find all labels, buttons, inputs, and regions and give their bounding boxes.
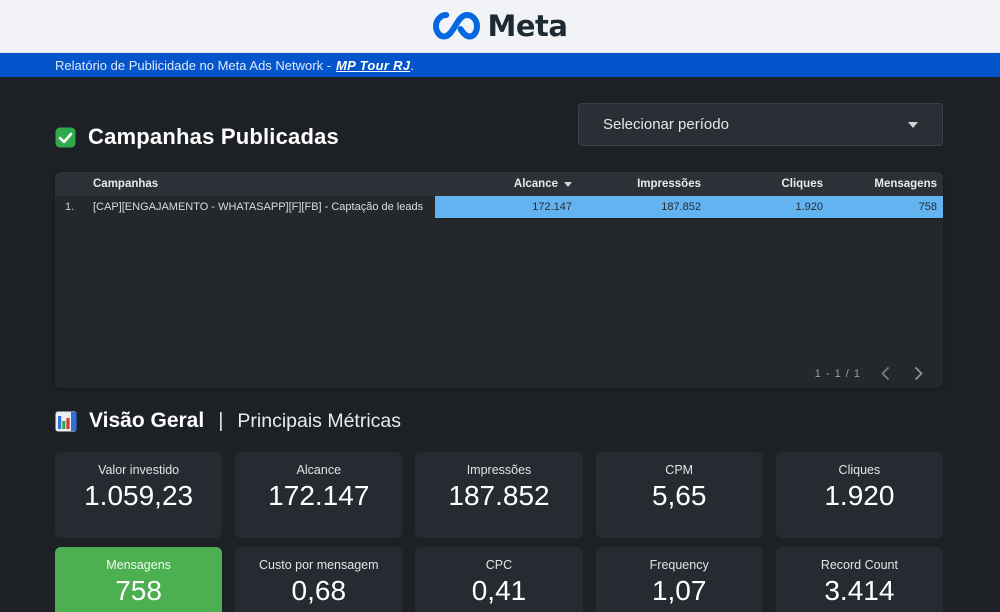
report-title-text: Relatório de Publicidade no Meta Ads Net…: [55, 57, 332, 73]
mensagens-cell: 758: [918, 201, 937, 213]
scorecard-frequency: Frequency 1,07: [595, 547, 763, 612]
period-selector-value: Selecionar período: [603, 116, 729, 133]
column-header-mensagens[interactable]: Mensagens: [829, 178, 943, 190]
scorecard-label: Mensagens: [106, 558, 171, 572]
report-brand-name[interactable]: MP Tour RJ: [336, 57, 411, 73]
campaigns-table: Campanhas Alcance Impressões Cliques Men…: [55, 172, 943, 388]
column-header-label: Alcance: [513, 178, 558, 190]
column-header-alcance[interactable]: Alcance: [435, 178, 578, 190]
column-header-cliques[interactable]: Cliques: [707, 178, 829, 190]
pagination-label: 1 - 1 / 1: [814, 367, 861, 380]
campaigns-section-title-label: Campanhas Publicadas: [88, 124, 339, 149]
scorecard-label: CPM: [665, 463, 694, 477]
scorecard-valor-investido: Valor investido 1.059,23: [55, 452, 223, 538]
caret-down-icon: [908, 121, 918, 128]
cliques-cell: 1.920: [795, 201, 823, 213]
row-highlight-band: 172.147 187.852 1.920 758: [435, 196, 943, 218]
scorecard-value: 758: [115, 575, 162, 606]
report-title-suffix: .: [410, 57, 414, 73]
scorecard-label: Record Count: [820, 558, 898, 572]
scorecard-cpc: CPC 0,41: [415, 547, 583, 612]
column-header-label: Cliques: [781, 178, 823, 190]
scorecard-label: CPC: [485, 558, 513, 572]
campaign-name-cell: [CAP][ENGAJAMENTO - WHATASAPP][F][FB] - …: [93, 201, 424, 213]
scorecard-value: 1,07: [651, 575, 707, 606]
column-header-label: Mensagens: [874, 178, 937, 190]
scorecard-label: Cliques: [838, 463, 881, 477]
green-check-icon: [55, 127, 76, 147]
scorecard-alcance: Alcance 172.147: [235, 452, 403, 538]
scorecard-value: 0,68: [291, 575, 347, 606]
prev-page-button[interactable]: [875, 365, 895, 382]
scorecard-value: 187.852: [448, 480, 550, 511]
meta-logo: Meta: [432, 9, 568, 43]
alcance-cell: 172.147: [532, 201, 572, 213]
scorecard-value: 1.920: [824, 480, 895, 511]
scorecard-label: Frequency: [649, 558, 709, 572]
scorecard-label: Custo por mensagem: [259, 558, 379, 572]
overview-title-bold: Visão Geral: [89, 409, 205, 432]
scorecard-value: 5,65: [651, 480, 707, 511]
column-header-campanhas[interactable]: Campanhas: [93, 178, 435, 190]
scorecard-value: 3.414: [824, 575, 895, 606]
overview-title-rest: Principais Métricas: [237, 409, 402, 432]
table-pagination: 1 - 1 / 1: [815, 365, 929, 382]
campaigns-section-title: Campanhas Publicadas: [55, 124, 339, 150]
row-index: 1.: [65, 201, 75, 213]
scorecard-value: 172.147: [268, 480, 370, 511]
scorecard-label: Alcance: [296, 463, 342, 477]
scorecard-mensagens: Mensagens 758: [55, 547, 223, 612]
report-body: Campanhas Publicadas Selecionar período …: [0, 77, 1000, 612]
scorecard-label: Valor investido: [98, 463, 180, 477]
scorecard-label: Impressões: [466, 463, 532, 477]
scorecards-row-1: Valor investido 1.059,23 Alcance 172.147…: [55, 452, 943, 538]
scorecard-value: 0,41: [471, 575, 527, 606]
period-selector-dropdown[interactable]: Selecionar período: [578, 103, 943, 146]
overview-section-title: Visão Geral | Principais Métricas: [55, 409, 401, 433]
bar-chart-icon: [55, 411, 77, 431]
chevron-right-icon: [915, 367, 923, 380]
campaigns-table-header: Campanhas Alcance Impressões Cliques Men…: [55, 172, 943, 196]
meta-infinity-icon: [432, 11, 480, 40]
table-row[interactable]: 1. [CAP][ENGAJAMENTO - WHATASAPP][F][FB]…: [55, 196, 943, 219]
scorecard-value: 1.059,23: [84, 480, 194, 511]
scorecard-record-count: Record Count 3.414: [775, 547, 943, 612]
column-header-label: Campanhas: [93, 178, 159, 190]
column-header-label: Impressões: [637, 178, 701, 190]
impressoes-cell: 187.852: [661, 201, 701, 213]
sort-desc-icon: [564, 181, 572, 187]
report-title-banner: Relatório de Publicidade no Meta Ads Net…: [0, 53, 1000, 77]
column-header-impressoes[interactable]: Impressões: [578, 178, 707, 190]
chevron-left-icon: [881, 367, 889, 380]
overview-title-separator: |: [218, 409, 224, 432]
scorecard-cpm: CPM 5,65: [595, 452, 763, 538]
meta-logo-text: Meta: [487, 9, 568, 43]
next-page-button[interactable]: [909, 365, 929, 382]
scorecard-custo-por-mensagem: Custo por mensagem 0,68: [235, 547, 403, 612]
scorecard-cliques: Cliques 1.920: [775, 452, 943, 538]
scorecard-impressoes: Impressões 187.852: [415, 452, 583, 538]
scorecards-row-2: Mensagens 758 Custo por mensagem 0,68 CP…: [55, 547, 943, 612]
meta-header-bar: Meta: [0, 0, 1000, 53]
